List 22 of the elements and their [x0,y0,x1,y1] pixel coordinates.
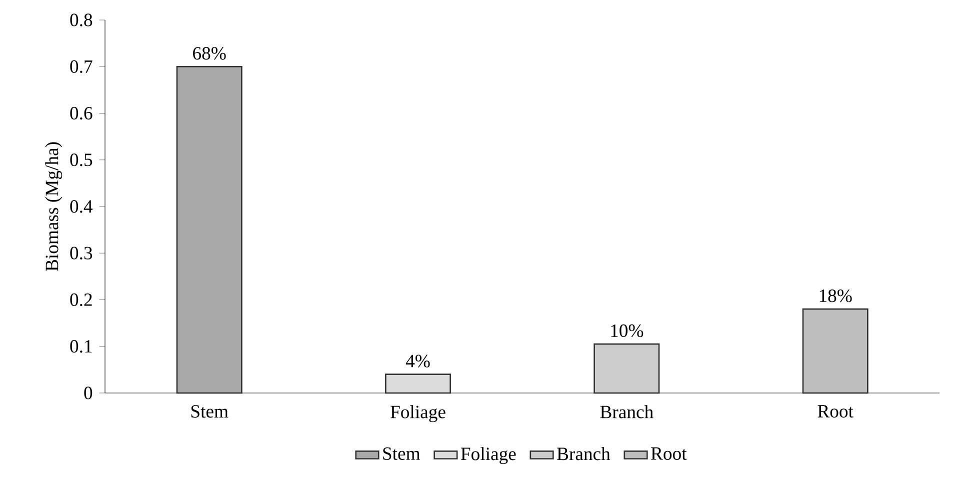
y-tick-label: 0.1 [70,340,92,353]
legend-label: Stem [383,447,420,460]
y-tick-label: 0.2 [70,293,92,306]
y-tick-label: 0 [84,386,92,400]
legend-label: Root [651,447,687,460]
y-axis-title: Biomass (Mg/ha) [45,142,62,272]
annotation: 18% [820,289,852,302]
y-tick-label: 0.7 [70,60,92,73]
x-tick-label: Branch [600,405,654,418]
annotation: 68% [193,47,226,60]
legend-label: Foliage [460,447,516,464]
y-tick-label: 0.5 [70,154,92,166]
y-tick-label: 0.3 [70,246,92,260]
annotation: 10% [611,324,644,338]
x-tick-label: Root [818,405,854,418]
y-tick-label: 0.8 [70,14,92,26]
x-tick-label: Stem [191,405,228,418]
y-tick-label: 0.6 [70,106,92,120]
y-tick-label: 0.4 [70,200,93,213]
x-tick-label: Foliage [390,405,446,422]
annotation: 4% [406,354,430,368]
legend-label: Branch [557,447,610,460]
